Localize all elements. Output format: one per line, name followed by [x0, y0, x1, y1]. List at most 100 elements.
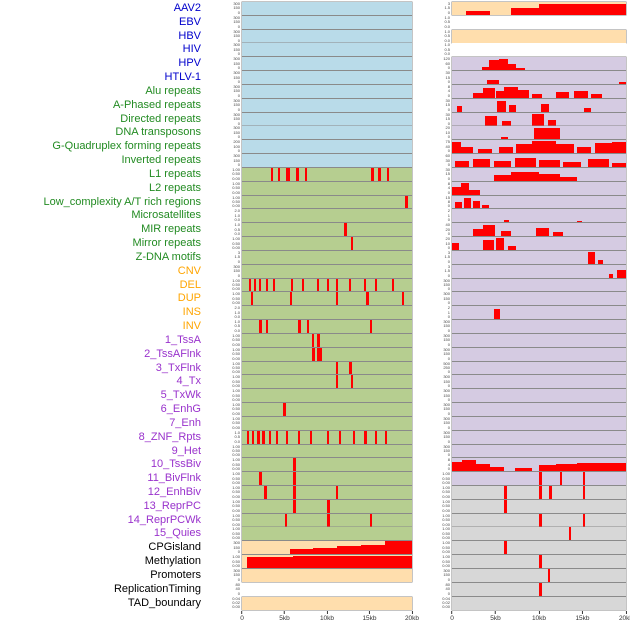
data-bar [498, 146, 513, 154]
y-axis-ticks: 1.00 0.50 0.00 [416, 555, 452, 568]
track-panel-right [452, 458, 626, 472]
y-axis-tick-label: 0.50 [232, 378, 240, 384]
data-bar [378, 167, 381, 181]
track-row: 8_ZNF_Rpts 1.0 0.5 0.0 300 150 0 [0, 430, 630, 444]
y-axis-tick-label: 0.00 [232, 383, 240, 389]
data-bar [247, 557, 293, 569]
track-label: Inverted repeats [121, 154, 202, 167]
track-panel-right [452, 320, 626, 333]
data-bar [327, 278, 330, 292]
data-bar [532, 140, 557, 154]
x-axis-tick-label: 20kb [404, 614, 420, 622]
data-bar [327, 513, 330, 527]
y-axis-tick-label: 2.0 [234, 208, 240, 214]
y-axis-tick-label: 0.0 [444, 51, 450, 57]
track-row: Promoters 300 150 0 300 150 0 [0, 567, 630, 582]
y-axis-ticks: 500 250 0 [416, 361, 452, 375]
data-bar [335, 292, 339, 306]
y-axis-tick-label: 30 [445, 97, 450, 103]
track-panel-right [452, 485, 626, 499]
y-axis-tick-label: 150 [233, 74, 240, 80]
y-axis-tick-label: 80 [445, 581, 450, 587]
y-axis-ticks: 300 150 0 [206, 71, 242, 84]
y-axis-tick-label: 0.00 [232, 341, 240, 347]
y-axis-ticks: 300 150 0 [416, 389, 452, 402]
track-panel-right [452, 2, 626, 15]
data-bar [262, 430, 265, 444]
data-bar [500, 230, 512, 237]
data-bar [469, 189, 480, 195]
data-bar [493, 308, 500, 320]
data-bar [350, 375, 354, 389]
y-axis-tick-label: 0.0 [234, 231, 240, 237]
data-bar [577, 220, 582, 223]
y-axis-ticks: 60 30 0 [416, 154, 452, 167]
track-panel-left [242, 375, 412, 389]
y-axis-tick-label: 0 [447, 576, 450, 582]
y-axis-ticks: 300 150 0 [206, 29, 242, 43]
y-axis-tick-label: 0.50 [442, 530, 450, 536]
track-panel-left [242, 71, 412, 85]
y-axis-ticks: 200 100 0 [206, 140, 242, 153]
track-panel-left [242, 112, 412, 126]
y-axis-tick-label: 0.00 [232, 535, 240, 541]
data-bar [587, 252, 595, 264]
y-axis-tick-label: 0.00 [232, 521, 240, 527]
y-axis-tick-label: 2.0 [234, 305, 240, 311]
track-panel-left [242, 57, 412, 71]
tick-mark [368, 610, 370, 614]
y-axis-ticks: 300 150 0 [416, 278, 452, 292]
track-row: 11_BivFlnk 1.00 0.50 0.00 1.00 0.50 0.00 [0, 472, 630, 486]
data-bar [556, 92, 569, 98]
x-axis-tick-label: 10kb [319, 614, 335, 622]
y-axis-tick-label: 0.04 [232, 595, 240, 601]
y-axis-tick-label: 0.00 [232, 203, 240, 209]
y-axis-tick-label: 3 [447, 1, 450, 6]
data-bar [349, 278, 352, 292]
data-bar [483, 225, 496, 237]
y-axis-ticks: 1.00 0.50 0.00 [206, 389, 242, 402]
y-axis-ticks: 3 1.5 0 [416, 264, 452, 278]
track-label: HIV [182, 43, 201, 56]
y-axis-tick-label: 300 [443, 374, 450, 380]
track-panel-left [242, 513, 412, 527]
y-axis-tick-label: 300 [233, 97, 240, 103]
y-axis-tick-label: 0 [237, 120, 240, 126]
data-bar [556, 464, 578, 472]
y-axis-tick-label: 300 [233, 567, 240, 573]
y-axis-tick-label: 40 [235, 586, 240, 592]
track-label: 13_ReprPC [143, 499, 201, 512]
track-row: Inverted repeats 300 150 0 60 30 0 [0, 154, 630, 167]
x-axis-tick: 0 [450, 610, 454, 622]
y-axis-tick-label: 1 [447, 212, 450, 218]
y-axis-tick-label: 0 [447, 92, 450, 98]
data-bar [384, 430, 387, 444]
track-label: Z-DNA motifs [135, 250, 201, 263]
y-axis-tick-label: 1.00 [232, 180, 240, 186]
y-axis-tick-label: 300 [233, 14, 240, 20]
y-axis-ticks: 1.00 0.50 0.00 [206, 499, 242, 513]
data-bar [493, 160, 512, 167]
track-panel-left [242, 541, 412, 555]
track-panel-left [242, 2, 412, 15]
track-panel-right [452, 29, 626, 43]
y-axis-tick-label: 0 [237, 134, 240, 140]
y-axis-tick-label: 15 [445, 74, 450, 80]
track-label: 15_Quies [153, 527, 201, 540]
y-axis-tick-label: 0.50 [232, 392, 240, 398]
y-axis-ticks: 3 1.5 0 [206, 250, 242, 264]
track-panel-left [242, 320, 412, 333]
y-axis-tick-label: 1.00 [442, 498, 450, 504]
y-axis-tick-label: 1.00 [442, 554, 450, 560]
track-panel-left [242, 403, 412, 416]
data-bar [401, 292, 405, 306]
y-axis-ticks: 300 150 0 [416, 375, 452, 388]
y-axis-tick-label: 150 [233, 33, 240, 39]
data-bar [539, 173, 560, 181]
y-axis-tick-label: 0.50 [232, 282, 240, 287]
y-axis-tick-label: 150 [233, 88, 240, 94]
y-axis-tick-label: 0.00 [442, 507, 450, 513]
y-axis-tick-label: 150 [233, 5, 240, 11]
tick-mark [411, 610, 413, 614]
data-bar [552, 232, 564, 237]
